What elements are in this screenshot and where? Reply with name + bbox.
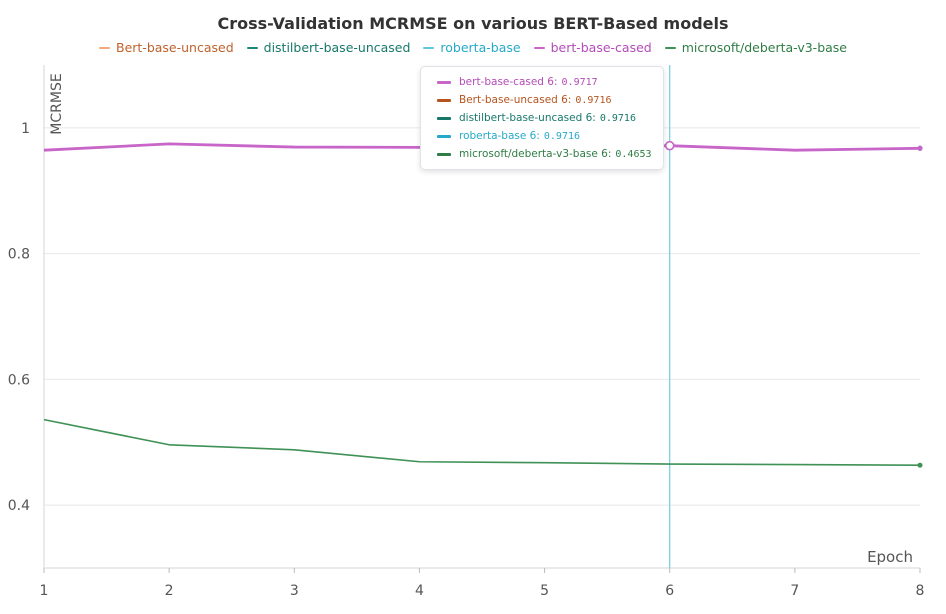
y-axis-title: MCRMSE — [49, 73, 65, 134]
y-tick-label: 0.8 — [8, 247, 30, 263]
tooltip-swatch — [437, 80, 451, 84]
tooltip-row: roberta-base 6: 0.9716 — [437, 127, 653, 145]
tooltip-swatch — [437, 152, 451, 156]
legend-item[interactable]: Bert-base-uncased — [99, 40, 234, 55]
legend-swatch — [664, 46, 676, 49]
x-tick-label: 3 — [290, 583, 299, 599]
legend-swatch — [246, 46, 258, 49]
x-tick-label: 8 — [916, 583, 925, 599]
x-axis-title: Epoch — [867, 548, 913, 566]
legend-label: distilbert-base-uncased — [263, 40, 411, 55]
legend-item[interactable]: microsoft/deberta-v3-base — [664, 40, 847, 55]
chart-legend: Bert-base-uncased distilbert-base-uncased… — [0, 40, 946, 55]
x-tick-label: 6 — [665, 583, 674, 599]
x-tick-label: 1 — [40, 583, 49, 599]
tooltip-value: 0.4653 — [615, 148, 652, 160]
legend-label: roberta-base — [440, 40, 521, 55]
hover-point — [664, 140, 675, 151]
y-tick-label: 0.6 — [8, 372, 30, 388]
tooltip-series-label: roberta-base 6: — [459, 130, 540, 142]
legend-label: microsoft/deberta-v3-base — [681, 40, 847, 55]
chart-title: Cross-Validation MCRMSE on various BERT-… — [217, 14, 729, 33]
x-tick-label: 7 — [790, 583, 799, 599]
tooltip-swatch — [437, 134, 451, 138]
y-tick-label: 1 — [21, 121, 30, 137]
legend-item[interactable]: roberta-base — [423, 40, 521, 55]
legend-swatch — [423, 46, 435, 49]
x-tick-label: 5 — [540, 583, 549, 599]
tooltip-value: 0.9717 — [561, 76, 598, 88]
tooltip-swatch — [437, 116, 451, 120]
legend-swatch — [533, 46, 545, 49]
y-tick-label: 0.4 — [8, 498, 30, 514]
tooltip-row: bert-base-cased 6: 0.9717 — [437, 73, 653, 91]
legend-item[interactable]: bert-base-cased — [533, 40, 652, 55]
legend-item[interactable]: distilbert-base-uncased — [246, 40, 411, 55]
legend-label: Bert-base-uncased — [116, 40, 234, 55]
tooltip-series-label: microsoft/deberta-v3-base 6: — [459, 148, 612, 160]
legend-label: bert-base-cased — [550, 40, 652, 55]
x-tick-label: 2 — [165, 583, 174, 599]
series-end-point — [917, 462, 923, 468]
series-end-point — [917, 145, 923, 151]
tooltip-value: 0.9716 — [543, 130, 581, 142]
hover-tooltip: bert-base-cased 6: 0.9717 Bert-base-uncase… — [420, 66, 664, 170]
tooltip-value: 0.9716 — [599, 112, 636, 124]
tooltip-row: microsoft/deberta-v3-base 6: 0.4653 — [437, 145, 653, 163]
tooltip-row: Bert-base-uncased 6: 0.9716 — [437, 91, 653, 109]
tooltip-series-label: Bert-base-uncased 6: — [459, 94, 572, 106]
x-tick-label: 4 — [415, 583, 424, 599]
tooltip-row: distilbert-base-uncased 6: 0.9716 — [437, 109, 653, 127]
legend-swatch — [99, 46, 110, 49]
tooltip-series-label: distilbert-base-uncased 6: — [459, 112, 596, 124]
tooltip-series-label: bert-base-cased 6: — [459, 76, 558, 88]
series-line[interactable] — [43, 418, 921, 466]
tooltip-value: 0.9716 — [575, 94, 612, 106]
tooltip-swatch — [437, 98, 451, 102]
